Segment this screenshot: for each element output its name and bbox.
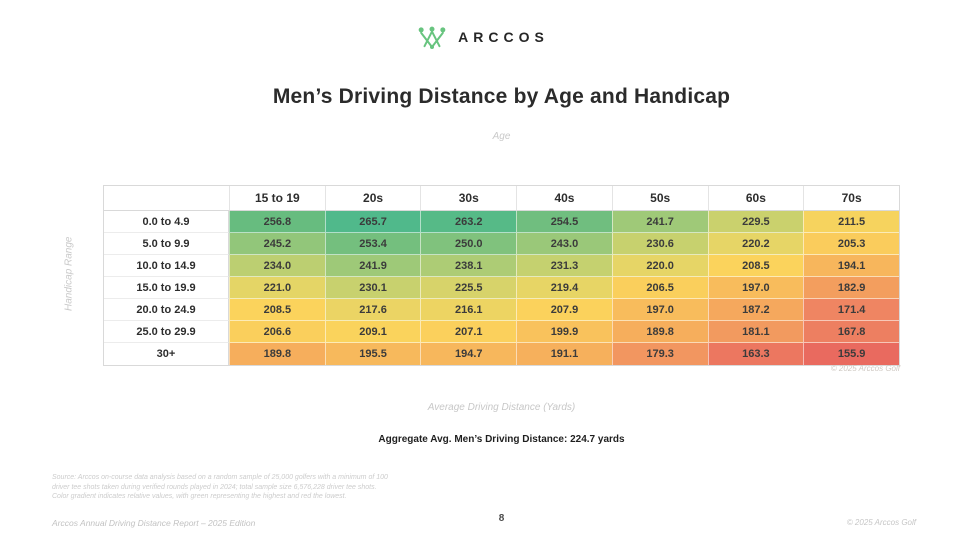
handicap-row-label: 10.0 to 14.9 (104, 255, 229, 277)
heatmap-cell: 191.1 (516, 343, 612, 365)
heatmap-cell: 207.9 (516, 299, 612, 321)
heatmap-cell: 234.0 (229, 255, 325, 277)
table-row: 20.0 to 24.9 208.5 217.6 216.1 207.9 197.0 187… (104, 299, 899, 321)
heatmap-cell: 163.3 (707, 343, 804, 365)
table-row: 30+ 189.8 195.5 194.7 191.1 179.3 163.3 155.9 (104, 343, 899, 365)
heatmap-cell: 245.2 (229, 233, 325, 255)
heatmap-cell: 219.4 (516, 277, 612, 299)
heatmap-cell: 197.0 (611, 299, 708, 321)
heatmap-cell: 225.5 (420, 277, 517, 299)
heatmap-cell: 194.1 (803, 255, 899, 277)
table-row: 15.0 to 19.9 221.0 230.1 225.5 219.4 206.5 197… (104, 277, 899, 299)
corner-cell (104, 186, 229, 211)
heatmap-cell: 241.7 (611, 211, 708, 233)
handicap-row-label: 0.0 to 4.9 (104, 211, 229, 233)
aggregate-average-note: Aggregate Avg. Men’s Driving Distance: 2… (378, 434, 625, 445)
table-row: 0.0 to 4.9 256.8 265.7 263.2 254.5 241.7 229.5… (104, 211, 899, 233)
handicap-row-label: 25.0 to 29.9 (104, 321, 229, 343)
y-axis-label: Handicap Range (63, 236, 75, 311)
heatmap-cell: 254.5 (516, 211, 612, 233)
heatmap-cell: 206.6 (229, 321, 325, 343)
heatmap-cell: 229.5 (707, 211, 804, 233)
x-axis-label: Age (492, 131, 511, 142)
heatmap-cell: 230.6 (611, 233, 708, 255)
heatmap-cell: 206.5 (611, 277, 708, 299)
header-row: 15 to 19 20s 30s 40s 50s 60s 70s (104, 186, 899, 211)
heatmap-cell: 179.3 (611, 343, 708, 365)
page-number: 8 (498, 513, 505, 524)
heatmap-cell: 220.2 (707, 233, 804, 255)
source-line: driver tee shots taken during verified r… (52, 483, 377, 491)
handicap-row-label: 15.0 to 19.9 (104, 277, 229, 299)
heatmap-cell: 241.9 (324, 255, 421, 277)
report-title-footer: Arccos Annual Driving Distance Report – … (52, 518, 256, 528)
heatmap-cell: 263.2 (420, 211, 517, 233)
handicap-row-label: 30+ (104, 343, 229, 365)
age-column-header: 15 to 19 (229, 186, 325, 211)
age-column-header: 30s (420, 186, 517, 211)
heatmap-cell: 171.4 (803, 299, 899, 321)
heatmap-cell: 250.0 (420, 233, 517, 255)
heatmap-cell: 208.5 (707, 255, 804, 277)
value-axis-label: Average Driving Distance (Yards) (427, 402, 576, 413)
age-column-header: 60s (707, 186, 804, 211)
heatmap-cell: 197.0 (707, 277, 804, 299)
brand-wordmark: ARCCOS (458, 29, 549, 45)
heatmap-cell: 256.8 (229, 211, 325, 233)
heatmap-cell: 195.5 (324, 343, 421, 365)
page-title: Men’s Driving Distance by Age and Handic… (272, 85, 731, 108)
heatmap-cell: 211.5 (803, 211, 899, 233)
heatmap-cell: 181.1 (707, 321, 804, 343)
heatmap-cell: 187.2 (707, 299, 804, 321)
age-column-header: 20s (324, 186, 421, 211)
age-column-header: 50s (611, 186, 708, 211)
age-column-header: 40s (516, 186, 612, 211)
handicap-row-label: 20.0 to 24.9 (104, 299, 229, 321)
heatmap-cell: 155.9 (803, 343, 899, 365)
heatmap-cell: 238.1 (420, 255, 517, 277)
heatmap-cell: 230.1 (324, 277, 421, 299)
source-line: Source: Arccos on-course data analysis b… (52, 474, 388, 481)
heatmap-cell: 189.8 (229, 343, 325, 365)
heatmap-cell: 194.7 (420, 343, 517, 365)
heatmap-cell: 167.8 (803, 321, 899, 343)
heatmap-cell: 199.9 (516, 321, 612, 343)
heatmap-cell: 253.4 (324, 233, 421, 255)
heatmap-cell: 189.8 (611, 321, 708, 343)
handicap-row-label: 5.0 to 9.9 (104, 233, 229, 255)
heatmap-cell: 182.9 (803, 277, 899, 299)
arccos-logo: ARCCOS (0, 24, 966, 50)
heatmap-cell: 220.0 (611, 255, 708, 277)
heatmap-cell: 217.6 (324, 299, 421, 321)
heatmap-cell: 221.0 (229, 277, 325, 299)
heatmap-table: 15 to 19 20s 30s 40s 50s 60s 70s 0.0 to 4.9 256… (104, 186, 899, 365)
heatmap-cell: 209.1 (324, 321, 421, 343)
table-row: 10.0 to 14.9 234.0 241.9 238.1 231.3 220.0 208… (104, 255, 899, 277)
table-row: 5.0 to 9.9 245.2 253.4 250.0 243.0 230.6 220.2… (104, 233, 899, 255)
heatmap-cell: 208.5 (229, 299, 325, 321)
source-note: Source: Arccos on-course data analysis b… (52, 473, 472, 502)
age-column-header: 70s (803, 186, 899, 211)
table-copyright: © 2025 Arccos Golf (830, 364, 900, 373)
source-line: Color gradient indicates relative values… (52, 493, 347, 500)
copyright-footer: © 2025 Arccos Golf (846, 518, 916, 527)
heatmap-cell: 231.3 (516, 255, 612, 277)
heatmap-cell: 216.1 (420, 299, 517, 321)
heatmap-cell: 243.0 (516, 233, 612, 255)
heatmap-cell: 205.3 (803, 233, 899, 255)
table-row: 25.0 to 29.9 206.6 209.1 207.1 199.9 189.8 181… (104, 321, 899, 343)
heatmap-cell: 265.7 (324, 211, 421, 233)
heatmap-table-container: 15 to 19 20s 30s 40s 50s 60s 70s 0.0 to 4.9 256… (103, 185, 900, 366)
arccos-crown-icon (417, 24, 447, 50)
heatmap-cell: 207.1 (420, 321, 517, 343)
